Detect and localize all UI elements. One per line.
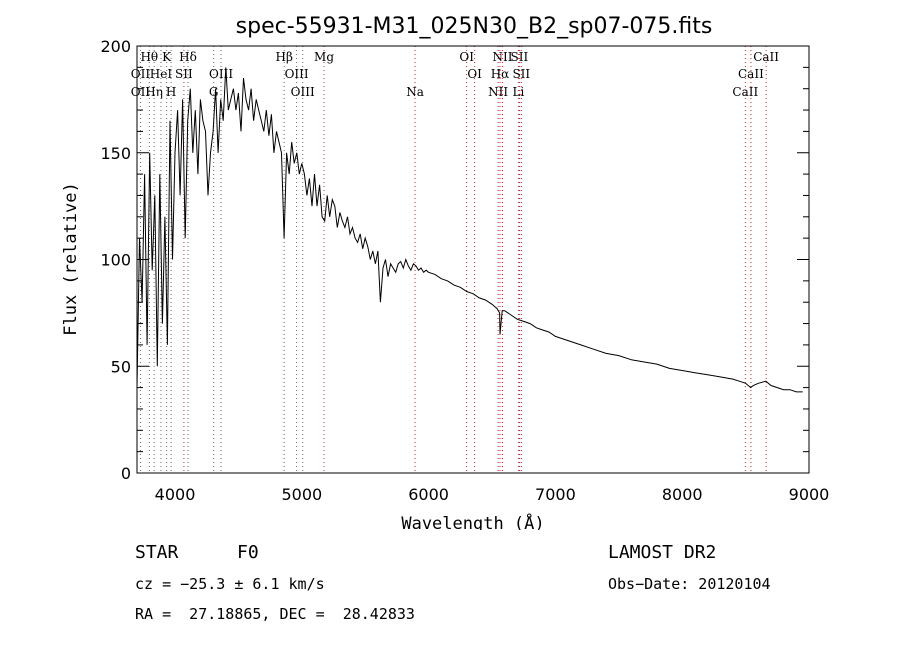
line-label-sii: SII (511, 50, 529, 64)
x-tick-label: 7000 (535, 485, 576, 504)
line-label-sii: SII (175, 67, 193, 81)
line-label-mg: Mg (314, 50, 334, 64)
radial-velocity: cz = −25.3 ± 6.1 km/s (135, 575, 325, 593)
spectrum-chart: spec-55931-M31_025N30_B2_sp07-075.fits H… (61, 14, 830, 530)
line-label-nii: NII (488, 85, 508, 99)
line-label-oi: OI (459, 50, 474, 64)
x-tick-label: 5000 (281, 485, 322, 504)
line-label-hα: Hα (491, 67, 510, 81)
x-tick-label: 8000 (662, 485, 703, 504)
line-label-h: H (166, 85, 176, 99)
y-tick-label: 150 (100, 144, 131, 163)
x-tick-label: 6000 (408, 485, 449, 504)
y-tick-label: 0 (121, 464, 131, 483)
line-label-hδ: Hδ (179, 50, 197, 64)
line-label-caii: CaII (732, 85, 758, 99)
y-tick-label: 100 (100, 251, 131, 270)
spectral-line-markers (139, 46, 767, 473)
line-label-oi: OI (467, 67, 482, 81)
x-tick-label: 4000 (155, 485, 196, 504)
object-class: STAR (135, 542, 179, 563)
line-label-na: Na (406, 85, 424, 99)
y-tick-label: 200 (100, 37, 131, 56)
line-label-oii: OII (131, 67, 151, 81)
line-label-hβ: Hβ (276, 50, 293, 64)
line-label-oiii: OIII (209, 67, 233, 81)
line-label-nii: NII (493, 50, 513, 64)
line-label-oiii: OIII (285, 67, 309, 81)
line-label-caii: CaII (753, 50, 779, 64)
spectral-subclass: F0 (237, 542, 259, 563)
spectrum-series-line (136, 67, 803, 393)
x-axis-ticks: 4000 5000 6000 7000 8000 9000 (155, 485, 830, 504)
line-label-caii: CaII (738, 67, 764, 81)
plot-frame (136, 45, 810, 474)
x-axis-label: Wavelength (Å) (401, 512, 544, 530)
chart-title: spec-55931-M31_025N30_B2_sp07-075.fits (236, 14, 713, 39)
line-label-oiii: OIII (291, 85, 315, 99)
line-label-oii: OII (131, 85, 151, 99)
x-tick-label: 9000 (789, 485, 830, 504)
line-label-hη: Hη (145, 85, 163, 99)
coordinates: RA = 27.18865, DEC = 28.42833 (135, 605, 415, 623)
line-label-li: Li (512, 85, 524, 99)
observation-date: Obs−Date: 20120104 (608, 575, 771, 593)
line-label-g: G (209, 85, 219, 99)
y-axis-label: Flux (relative) (61, 182, 81, 336)
line-label-hei: HeI (150, 67, 173, 81)
y-tick-label: 50 (111, 357, 131, 376)
survey-name: LAMOST DR2 (608, 542, 717, 563)
line-label-k: K (162, 50, 172, 64)
line-label-hθ: Hθ (140, 50, 158, 64)
line-label-sii: SII (512, 67, 530, 81)
y-axis-ticks: 0 50 100 150 200 (100, 37, 809, 483)
